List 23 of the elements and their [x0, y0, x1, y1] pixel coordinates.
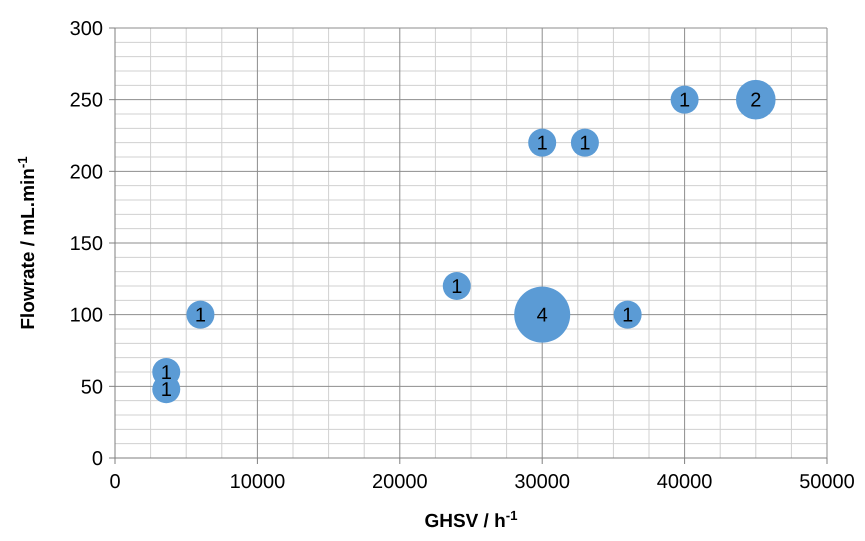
- x-axis-title: GHSV / h$^{-1}$: [424, 508, 518, 532]
- x-tick-label: 30000: [514, 471, 570, 493]
- x-tick-label: 40000: [656, 471, 712, 493]
- annotation: 1: [451, 276, 462, 298]
- annotation: 1: [194, 304, 206, 327]
- y-tick-label: 50: [80, 376, 103, 398]
- annotation: 4: [536, 304, 548, 327]
- annotation: 1: [579, 132, 590, 155]
- y-tick-label: 250: [70, 90, 103, 112]
- annotation: 1: [679, 90, 690, 112]
- annotation: 1: [160, 379, 172, 402]
- y-tick-label: 300: [70, 18, 103, 40]
- annotation: 2: [750, 90, 762, 112]
- annotation: 1: [536, 132, 548, 155]
- x-tick-label: 10000: [230, 471, 286, 493]
- y-tick-label: 100: [70, 304, 103, 327]
- y-tick-label: 200: [70, 161, 103, 184]
- y-tick-label: 150: [70, 233, 103, 255]
- annotation: 1: [622, 304, 634, 327]
- y-tick-label: 0: [92, 448, 103, 470]
- x-tick-label: 50000: [799, 471, 855, 493]
- x-tick-label: 0: [109, 471, 121, 493]
- x-tick-label: 20000: [372, 471, 428, 493]
